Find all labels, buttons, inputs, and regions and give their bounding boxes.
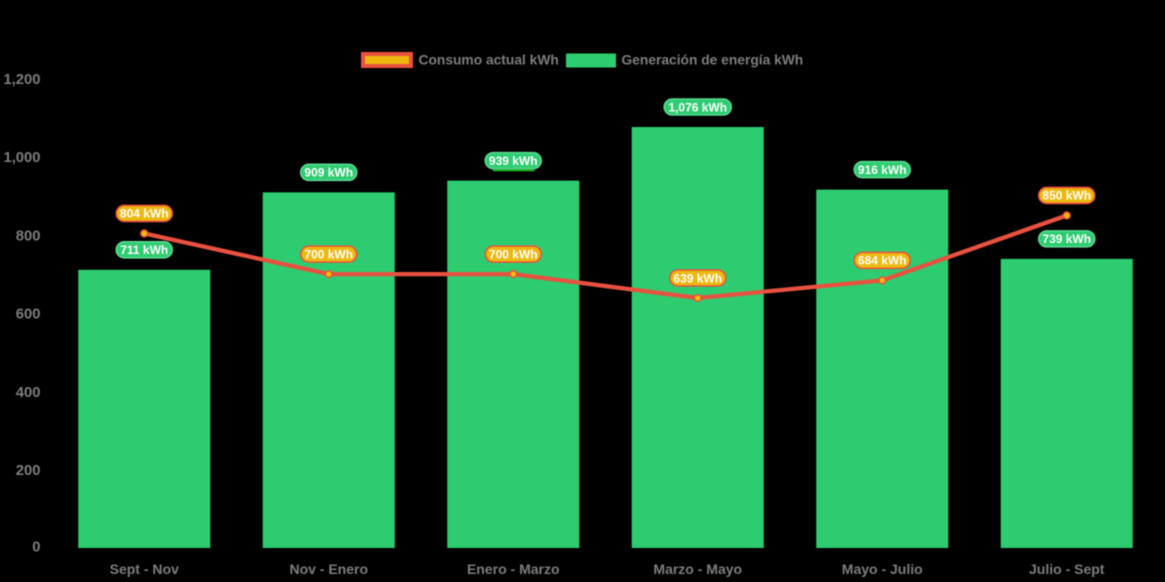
svg-text:939 kWh: 939 kWh — [489, 154, 538, 168]
svg-text:1,000: 1,000 — [3, 150, 40, 166]
svg-text:Consumo actual kWh: Consumo actual kWh — [419, 53, 559, 68]
svg-text:Sept - Nov: Sept - Nov — [110, 561, 179, 577]
svg-text:711 kWh: 711 kWh — [120, 243, 168, 257]
svg-text:0: 0 — [32, 540, 40, 556]
svg-text:639 kWh: 639 kWh — [673, 271, 722, 285]
svg-text:739 kWh: 739 kWh — [1042, 232, 1091, 246]
svg-text:Enero - Marzo: Enero - Marzo — [467, 561, 560, 577]
svg-text:804 kWh: 804 kWh — [120, 207, 169, 221]
svg-text:Mayo - Julio: Mayo - Julio — [842, 561, 923, 577]
svg-text:200: 200 — [16, 463, 41, 479]
svg-text:700 kWh: 700 kWh — [489, 247, 538, 261]
svg-text:600: 600 — [16, 307, 41, 323]
svg-text:Nov - Enero: Nov - Enero — [289, 561, 368, 577]
svg-text:Marzo - Mayo: Marzo - Mayo — [653, 561, 742, 577]
svg-text:850 kWh: 850 kWh — [1042, 189, 1091, 203]
svg-text:400: 400 — [16, 385, 41, 401]
svg-text:700 kWh: 700 kWh — [304, 247, 353, 261]
svg-text:909 kWh: 909 kWh — [304, 166, 353, 180]
svg-text:1,200: 1,200 — [3, 72, 40, 88]
svg-text:916 kWh: 916 kWh — [858, 163, 907, 177]
svg-text:1,076 kWh: 1,076 kWh — [668, 100, 727, 114]
svg-text:684 kWh: 684 kWh — [858, 254, 907, 268]
svg-text:Julio - Sept: Julio - Sept — [1029, 561, 1105, 577]
svg-text:800: 800 — [16, 228, 41, 244]
svg-text:Generación de energía kWh: Generación de energía kWh — [622, 53, 804, 68]
